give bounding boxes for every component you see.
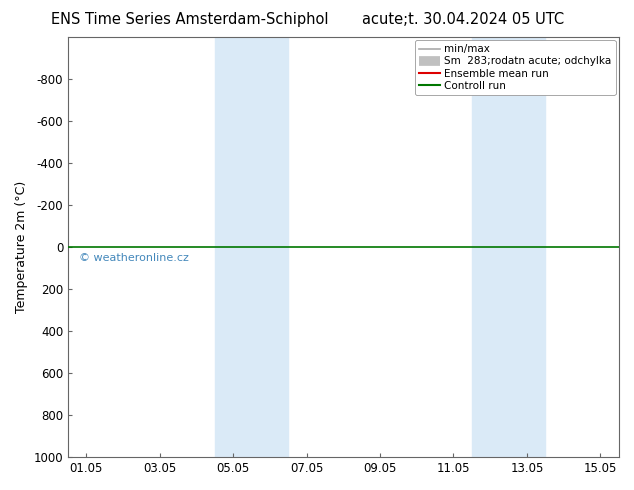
Legend: min/max, Sm  283;rodatn acute; odchylka, Ensemble mean run, Controll run: min/max, Sm 283;rodatn acute; odchylka, …: [415, 40, 616, 95]
Text: acute;t. 30.04.2024 05 UTC: acute;t. 30.04.2024 05 UTC: [362, 12, 564, 27]
Text: ENS Time Series Amsterdam-Schiphol: ENS Time Series Amsterdam-Schiphol: [51, 12, 329, 27]
Bar: [215, 37, 288, 457]
Text: © weatheronline.cz: © weatheronline.cz: [79, 253, 189, 264]
Y-axis label: Temperature 2m (°C): Temperature 2m (°C): [15, 181, 28, 313]
Bar: [472, 37, 545, 457]
